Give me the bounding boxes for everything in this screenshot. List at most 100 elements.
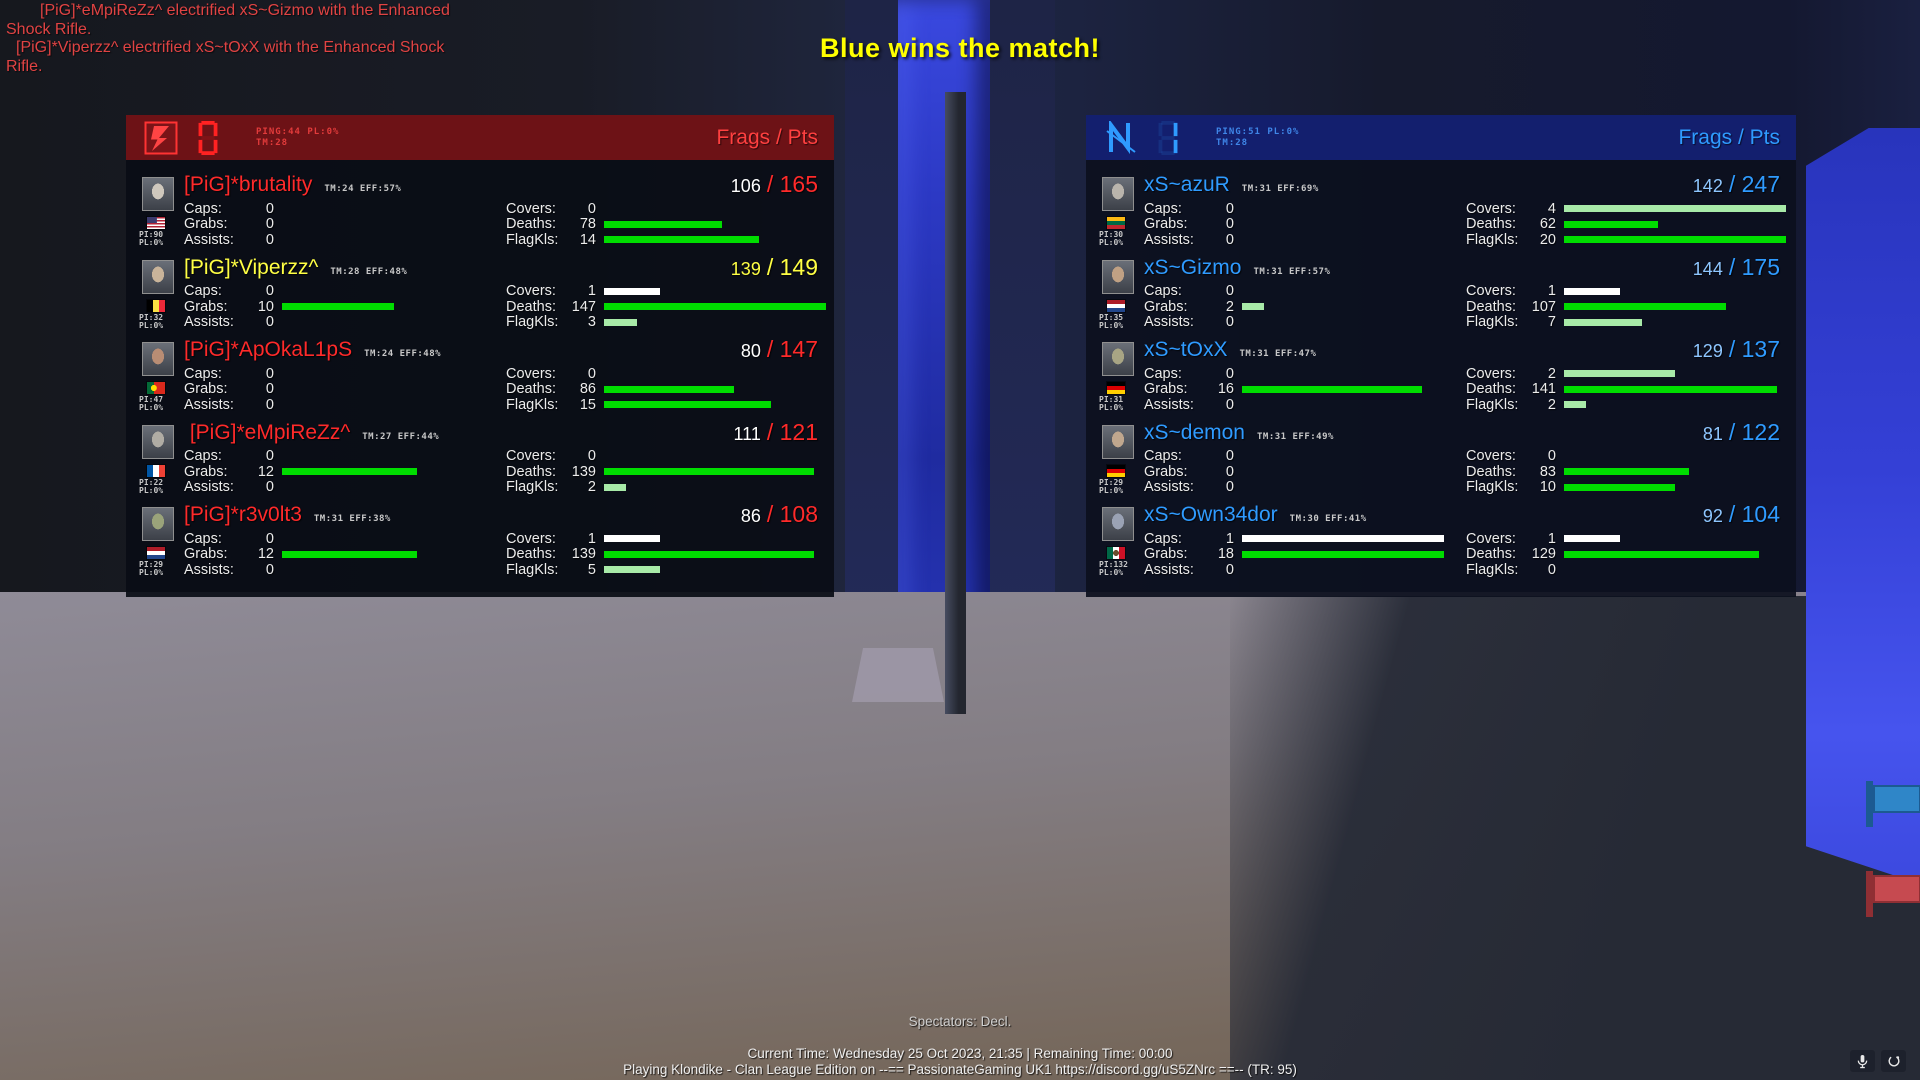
stat-value: 0 xyxy=(1225,448,1234,465)
stat-value: 0 xyxy=(1225,479,1234,496)
player-score: 80/ 147 xyxy=(741,336,818,363)
stat-bar xyxy=(1564,550,1786,558)
player-score: 129/ 137 xyxy=(1693,336,1780,363)
stat-caps: Caps: 0 xyxy=(1144,448,1444,465)
stat-grabs: Grabs: 12 xyxy=(184,464,484,480)
stat-bar xyxy=(1242,566,1444,573)
stat-bar xyxy=(604,370,826,377)
player-name-line: xS~azuR TM:31 EFF:69% xyxy=(1144,173,1319,197)
player-ping-info: PI:47 PL:0% xyxy=(139,396,163,412)
player-score: 86/ 108 xyxy=(741,501,818,528)
stat-value: 0 xyxy=(1225,216,1234,233)
stat-covers: Covers: 2 xyxy=(1466,366,1786,382)
player-frags: 86 xyxy=(740,506,761,526)
stat-grabs: Grabs: 0 xyxy=(1144,216,1444,233)
stat-label: Assists: xyxy=(1144,314,1194,331)
stat-label: FlagKls: xyxy=(506,396,559,413)
player-stats-right: Covers: 1 Deaths: 139 FlagKls: 5 xyxy=(506,531,826,578)
player-stats-right: Covers: 0 Deaths: 83 FlagKls: 10 xyxy=(1466,448,1786,496)
player-frags: 144 xyxy=(1692,258,1723,279)
stat-bar xyxy=(282,303,484,311)
player-pl: PL:0% xyxy=(139,238,164,247)
stat-value: 147 xyxy=(571,298,596,315)
stat-covers: Covers: 0 xyxy=(1466,448,1786,465)
stat-flagkls: FlagKls: 3 xyxy=(506,314,826,331)
stat-value: 0 xyxy=(587,200,596,217)
player-pts: / 147 xyxy=(766,336,818,362)
stat-bar xyxy=(282,535,484,542)
stat-grabs: Grabs: 12 xyxy=(184,546,484,562)
stat-bar xyxy=(282,370,484,377)
player-avatar xyxy=(142,507,174,541)
stat-label: Covers: xyxy=(506,448,556,465)
stat-bar xyxy=(1564,385,1786,393)
red-flag-indicator-icon xyxy=(1866,871,1920,921)
player-frags: 142 xyxy=(1692,176,1723,196)
player-frags: 92 xyxy=(1702,506,1723,526)
stat-label: FlagKls: xyxy=(1466,479,1519,496)
player-pl: PL:0% xyxy=(139,320,164,330)
player-pts: / 104 xyxy=(1728,501,1780,527)
player-country-flag-icon xyxy=(147,382,165,394)
stat-grabs: Grabs: 0 xyxy=(184,381,484,397)
stat-bar xyxy=(1564,303,1786,311)
stat-label: Deaths: xyxy=(1466,381,1516,398)
stat-label: Assists: xyxy=(184,231,234,248)
stat-value: 0 xyxy=(265,200,274,217)
player-stats-left: Caps: 0 Grabs: 0 Assists: 0 xyxy=(1144,448,1444,496)
stat-bar xyxy=(1564,401,1786,409)
status-circle-icon[interactable] xyxy=(1881,1050,1906,1072)
stat-value: 0 xyxy=(587,365,596,382)
stat-flagkls: FlagKls: 5 xyxy=(506,562,826,578)
stat-bar xyxy=(1242,550,1444,558)
player-frags: 80 xyxy=(740,341,761,361)
stat-value: 1 xyxy=(1547,530,1556,547)
player-pts: / 165 xyxy=(766,171,818,197)
red-flag-pole xyxy=(1866,871,1873,917)
stat-bar xyxy=(604,385,826,393)
stat-label: Covers: xyxy=(1466,365,1516,382)
stat-value: 3 xyxy=(587,314,596,331)
stat-value: 83 xyxy=(1539,463,1556,480)
microphone-icon[interactable] xyxy=(1850,1050,1875,1072)
player-avatar xyxy=(1102,177,1134,211)
player-avatar xyxy=(1102,507,1134,541)
player-country-flag-icon xyxy=(1107,547,1125,559)
player-name-line: [PiG]*r3v0lt3 TM:31 EFF:38% xyxy=(184,503,391,527)
player-ping-info: PI:22 PL:0% xyxy=(139,478,163,495)
stat-assists: Assists: 0 xyxy=(1144,397,1444,413)
stat-label: FlagKls: xyxy=(506,561,559,578)
stat-label: Caps: xyxy=(184,283,222,300)
blue-flag-pole xyxy=(1866,781,1873,827)
stat-value: 12 xyxy=(257,463,274,480)
frags-pts-column-label: Frags / Pts xyxy=(716,125,818,149)
player-avatar xyxy=(142,259,174,294)
stat-bar xyxy=(1564,468,1786,476)
player-pi: PI:90 xyxy=(139,230,164,239)
stat-deaths: Deaths: 129 xyxy=(1466,546,1786,562)
player-score: 111/ 121 xyxy=(733,419,818,446)
stat-label: Caps: xyxy=(184,365,222,382)
stat-flagkls: FlagKls: 15 xyxy=(506,397,826,413)
player-stats-right: Covers: 0 Deaths: 139 FlagKls: 2 xyxy=(506,448,826,495)
stat-label: Deaths: xyxy=(1466,298,1516,315)
blue-team-player-list: PI:30 PL:0% xS~azuR TM:31 EFF:69% 142/ 247… xyxy=(1086,165,1796,578)
stat-value: 16 xyxy=(1217,381,1234,398)
stat-covers: Covers: 1 xyxy=(506,531,826,547)
stat-bar xyxy=(282,566,484,573)
stat-label: Deaths: xyxy=(506,381,556,398)
player-country-flag-icon xyxy=(1107,382,1125,394)
blue-team-score-digit xyxy=(1158,120,1178,155)
stat-bar xyxy=(282,453,484,460)
player-stats-left: Caps: 0 Grabs: 2 Assists: 0 xyxy=(1144,283,1444,331)
stat-bar xyxy=(604,468,826,476)
stat-value: 0 xyxy=(1547,448,1556,465)
stat-flagkls: FlagKls: 20 xyxy=(1466,232,1786,248)
stat-label: Assists: xyxy=(1144,479,1194,496)
stat-value: 20 xyxy=(1539,231,1556,248)
stat-label: Grabs: xyxy=(1144,381,1188,398)
stat-value: 1 xyxy=(1547,283,1556,300)
player-pi: PI:32 xyxy=(139,312,164,322)
stat-flagkls: FlagKls: 2 xyxy=(506,479,826,495)
player-country-flag-icon xyxy=(147,299,165,312)
